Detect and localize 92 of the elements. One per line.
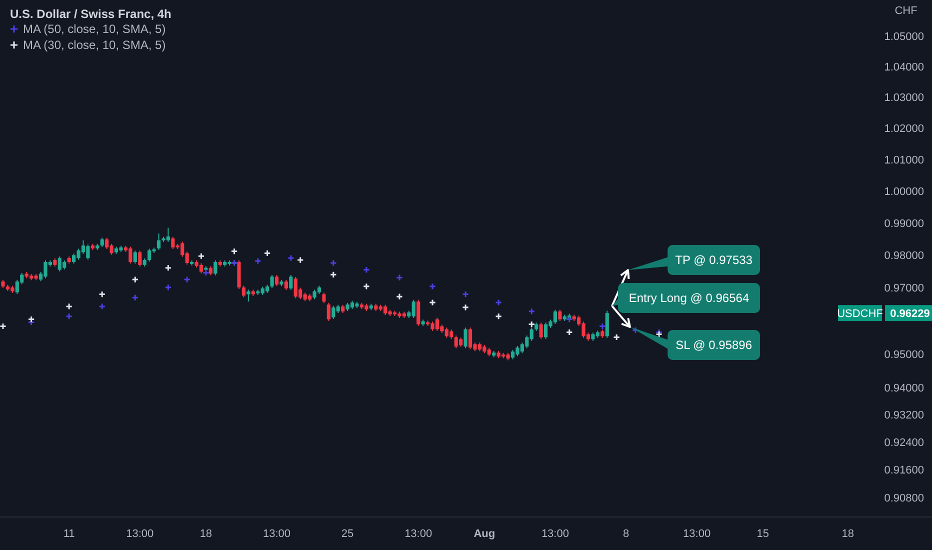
annotation: SL @ 0.95896 [676,338,752,352]
point [132,294,139,302]
point [613,334,620,341]
x-tick-label: 13:00 [126,528,154,540]
x-tick-label: Aug [474,528,496,540]
point [632,326,639,334]
legend-label: MA (50, close, 10, SMA, 5) [23,22,166,36]
x-tick-label: 13:00 [541,528,569,540]
point [330,271,337,278]
point [254,257,262,265]
point [184,276,191,284]
point [566,316,573,323]
candlestick [464,327,468,349]
candlestick [326,302,330,322]
candlestick [284,279,288,291]
candlestick [138,250,142,268]
text: 0.96229 [890,308,930,320]
candlestick [208,266,212,276]
point [264,250,271,257]
point [66,302,73,310]
point [230,248,238,255]
point [0,322,7,330]
point [566,328,573,336]
candlestick [100,237,104,248]
y-tick-label: 1.01000 [884,154,924,166]
candlestick [156,233,161,250]
y-tick-label: 1.02000 [884,123,924,136]
x-tick-label: 18 [842,528,854,540]
y-tick-label: 0.94000 [884,382,924,394]
point [495,298,502,306]
point [98,302,106,310]
y-axis-title: CHF [894,5,918,17]
point [98,290,106,298]
y-tick-label: 0.91600 [884,464,924,477]
candlestick [274,274,279,287]
point [362,266,370,274]
candlestick [133,250,137,264]
candlestick [605,310,609,338]
point [495,312,502,320]
x-tick-label: 25 [341,528,354,540]
y-tick-label: 0.93200 [884,410,924,422]
point [598,322,606,330]
point [528,308,536,315]
y-tick-label: 0.99000 [884,218,924,230]
point [28,316,35,323]
y-tick-label: 1.00000 [884,186,924,198]
point [66,312,73,320]
y-tick-label: 1.05000 [884,31,924,44]
candlestick [322,292,326,304]
candlestick [289,274,293,291]
point [296,256,304,264]
point [132,276,139,284]
text: U.S. Dollar / Swiss Franc, 4h [10,7,172,21]
candlestick [246,289,250,302]
point [462,304,470,311]
point [428,282,436,290]
candlestick [270,274,274,289]
candlestick [558,309,562,322]
legend-label: MA (30, close, 10, SMA, 5) [23,38,166,52]
y-tick-label: 0.90800 [884,492,924,504]
point [462,290,470,298]
y-tick-label: 1.03000 [884,92,924,104]
candlestick [539,322,543,340]
x-tick-label: 18 [200,528,212,540]
x-tick-label: 13:00 [262,528,291,540]
point [428,298,436,306]
candlestick [416,299,420,326]
x-tick-label: 13:00 [404,528,432,540]
y-tick-label: 0.95000 [884,348,924,361]
point [202,269,210,276]
y-tick-label: 0.97000 [884,282,924,295]
candlestick [242,285,246,298]
x-tick-label: 8 [622,528,630,540]
x-tick-label: 13:00 [683,528,711,540]
point [396,274,404,282]
point [164,264,172,272]
point [287,254,294,262]
x-tick-label: 15 [756,528,770,540]
y-tick-label: 1.04000 [884,61,924,74]
candlestick [214,260,218,276]
point [528,320,536,328]
x-tick-label: 11 [63,528,75,540]
point [396,293,404,300]
y-tick-label: 0.92400 [884,437,924,449]
y-tick-label: 0.98000 [884,250,924,262]
point [164,284,172,291]
annotation: TP @ 0.97533 [675,253,753,267]
point [198,252,205,260]
point [362,282,370,290]
annotation: Entry Long @ 0.96564 [628,291,750,305]
point [330,259,337,266]
annotation: USDCHF [837,308,884,320]
